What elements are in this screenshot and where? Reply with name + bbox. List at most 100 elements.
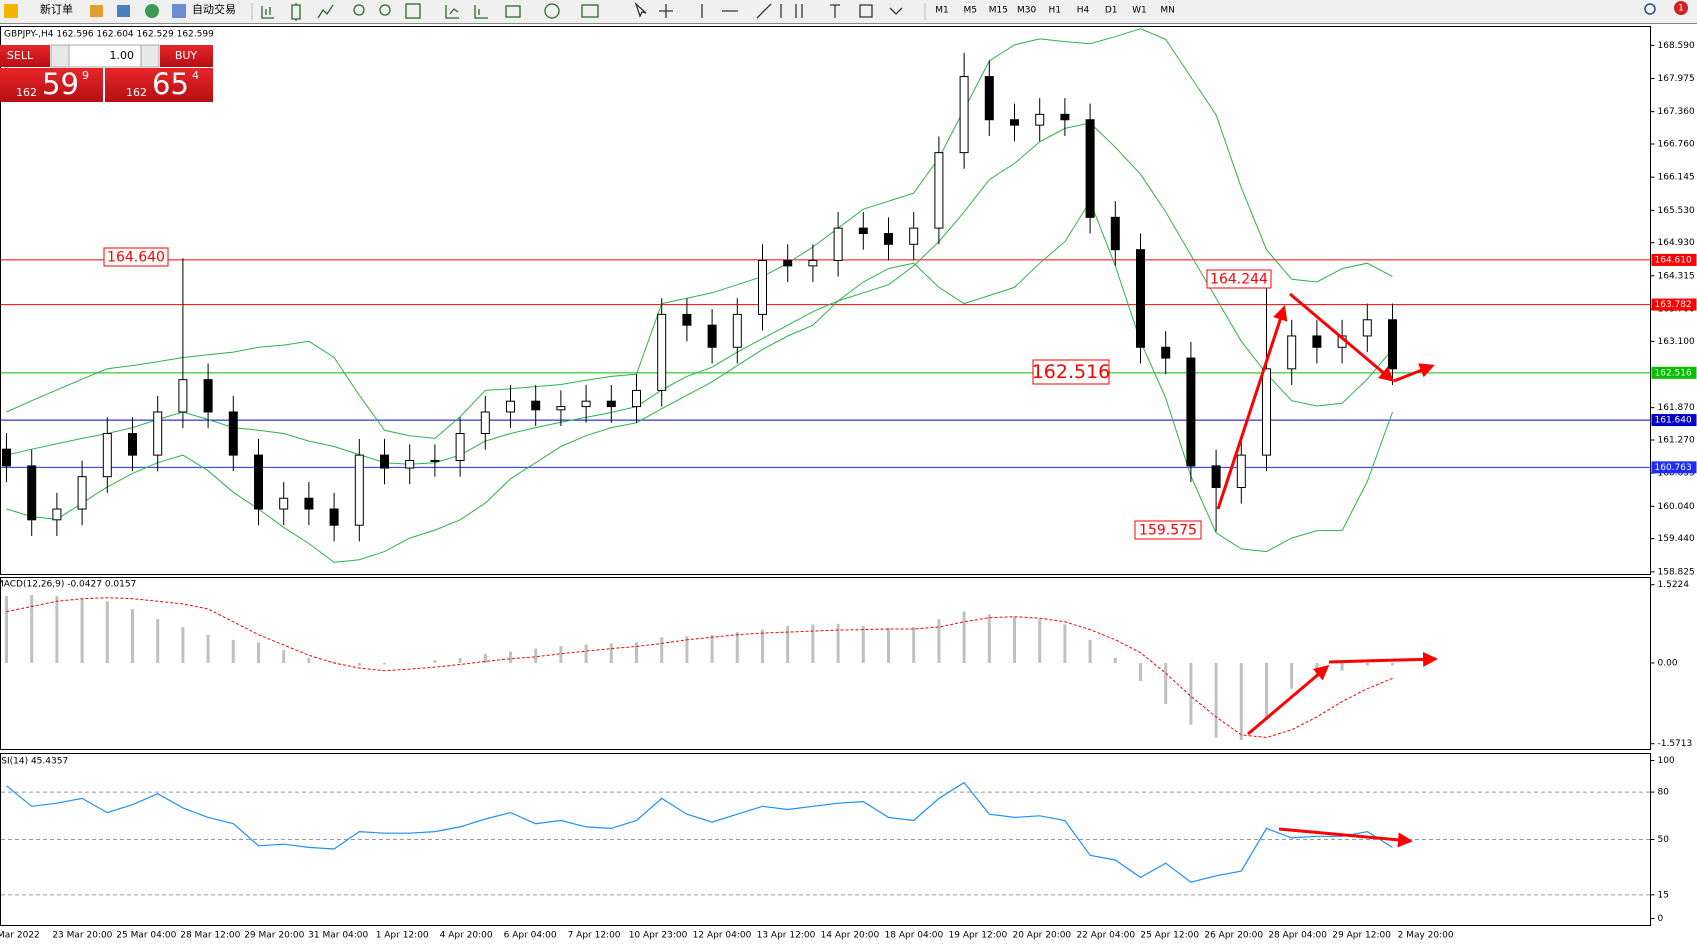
macd-bar <box>282 650 286 663</box>
x-tick-label: 28 Mar 12:00 <box>180 931 240 941</box>
candle-body <box>1211 465 1221 488</box>
macd-bar <box>685 636 689 663</box>
timeframe-button[interactable]: M5 <box>963 6 977 16</box>
templates[interactable] <box>581 4 599 18</box>
x-tick-label: 22 Apr 04:00 <box>1076 931 1135 941</box>
shift-tool[interactable] <box>474 5 488 19</box>
ask-box[interactable] <box>105 68 213 102</box>
zoom-in[interactable] <box>353 4 365 16</box>
macd-bar <box>257 642 260 663</box>
timeframe-button[interactable]: MN <box>1160 6 1175 16</box>
y-tick-label: 168.590 <box>1658 41 1695 51</box>
x-tick-label: 29 Mar 20:00 <box>244 931 304 941</box>
timeframe-button[interactable]: W1 <box>1132 6 1147 16</box>
timeframe-button[interactable]: M1 <box>935 6 949 16</box>
candle-body <box>354 454 364 526</box>
new-order-icon[interactable] <box>4 4 18 18</box>
candle-body <box>1110 216 1120 251</box>
indicators[interactable] <box>505 5 521 18</box>
auto-trading-button[interactable]: 自动交易 <box>192 2 236 16</box>
x-tick-label: 14 Apr 20:00 <box>821 931 880 941</box>
y-tick-label: 166.145 <box>1658 173 1695 183</box>
y-tick-label: 165.530 <box>1658 206 1695 216</box>
arrow <box>1247 665 1330 736</box>
macd-bar <box>458 657 462 663</box>
lot-up[interactable] <box>140 44 160 68</box>
lot-value[interactable]: 1.00 <box>110 49 135 62</box>
tile-windows[interactable] <box>405 3 421 19</box>
candle-body <box>203 379 213 413</box>
bid-box[interactable] <box>0 68 103 102</box>
candle-body <box>1287 335 1297 370</box>
timeframe-button[interactable]: H1 <box>1049 6 1062 16</box>
sell-label[interactable]: SELL <box>7 49 34 62</box>
candle-body <box>934 152 944 229</box>
shapes[interactable] <box>889 7 903 15</box>
candle-body <box>1010 119 1019 126</box>
y-tick-label: 166.760 <box>1658 140 1695 150</box>
annotation: 164.244 <box>1210 272 1268 288</box>
buy-button[interactable] <box>160 45 213 67</box>
y-tick-label: 161.870 <box>1658 403 1695 413</box>
candle-body <box>1388 319 1397 370</box>
y-tick-label: 160.040 <box>1658 502 1695 512</box>
y-tick-label: 0.00 <box>1658 658 1678 668</box>
arrow <box>1216 305 1288 510</box>
tool-icon[interactable] <box>90 5 103 17</box>
fibo-tools[interactable] <box>780 4 803 18</box>
bar-chart-tool[interactable] <box>261 6 274 19</box>
candle-body <box>1312 335 1322 348</box>
text-tools[interactable] <box>830 4 873 18</box>
periods[interactable] <box>544 3 560 19</box>
line-tools[interactable] <box>701 3 772 19</box>
line-tool[interactable] <box>317 4 334 19</box>
scroll-tool[interactable] <box>445 5 459 19</box>
tool-icon[interactable] <box>117 5 130 17</box>
macd-bar <box>811 624 815 663</box>
arrow <box>1278 827 1413 848</box>
macd-panel <box>0 577 1651 750</box>
candle-tool[interactable] <box>291 3 301 21</box>
new-order-button[interactable]: 新订单 <box>40 2 73 16</box>
timeframe-button[interactable]: D1 <box>1105 6 1118 16</box>
x-tick-label: 28 Apr 04:00 <box>1268 931 1327 941</box>
price-level-tag <box>1651 253 1697 266</box>
y-tick-label: 167.360 <box>1658 107 1695 117</box>
lot-down[interactable] <box>50 44 70 68</box>
x-tick-label: 19 Apr 12:00 <box>949 931 1008 941</box>
notification-badge[interactable] <box>1674 1 1688 15</box>
timeframe-button[interactable]: H4 <box>1077 6 1090 16</box>
macd-bar <box>1214 662 1218 738</box>
x-tick-label: 31 Mar 04:00 <box>308 931 368 941</box>
macd-bar <box>1013 616 1016 663</box>
arrow <box>1328 651 1438 667</box>
candle-body <box>102 433 112 478</box>
macd-bar <box>181 626 185 663</box>
timeframe-button[interactable]: M15 <box>989 6 1008 16</box>
candle-body <box>304 497 314 510</box>
sell-button[interactable] <box>0 45 50 67</box>
buy-label[interactable]: BUY <box>175 49 198 62</box>
search-button[interactable] <box>1644 3 1656 15</box>
cursor-tool[interactable] <box>634 1 647 18</box>
y-tick-label: 100 <box>1658 756 1675 766</box>
macd-bar <box>1063 624 1067 663</box>
price-level-label: 161.640 <box>1655 416 1692 426</box>
arrow <box>1289 292 1395 382</box>
crosshair-tool[interactable] <box>659 4 673 18</box>
candle-body <box>380 454 389 469</box>
y-tick-label: 15 <box>1658 890 1669 900</box>
x-tick-label: 2 May 20:00 <box>1398 931 1454 941</box>
candle-body <box>430 460 440 463</box>
macd-bar <box>509 651 512 663</box>
auto-trading-icon[interactable] <box>172 4 186 18</box>
macd-bar <box>30 595 34 663</box>
candle-body <box>808 259 818 267</box>
candle-body <box>480 411 490 435</box>
chart-tools <box>261 1 903 21</box>
timeframe-button[interactable]: M30 <box>1017 6 1036 16</box>
tool-icon[interactable] <box>145 4 159 18</box>
zoom-out[interactable] <box>379 4 391 16</box>
y-tick-label: 159.440 <box>1658 534 1695 544</box>
y-tick-label: 164.315 <box>1658 271 1695 281</box>
